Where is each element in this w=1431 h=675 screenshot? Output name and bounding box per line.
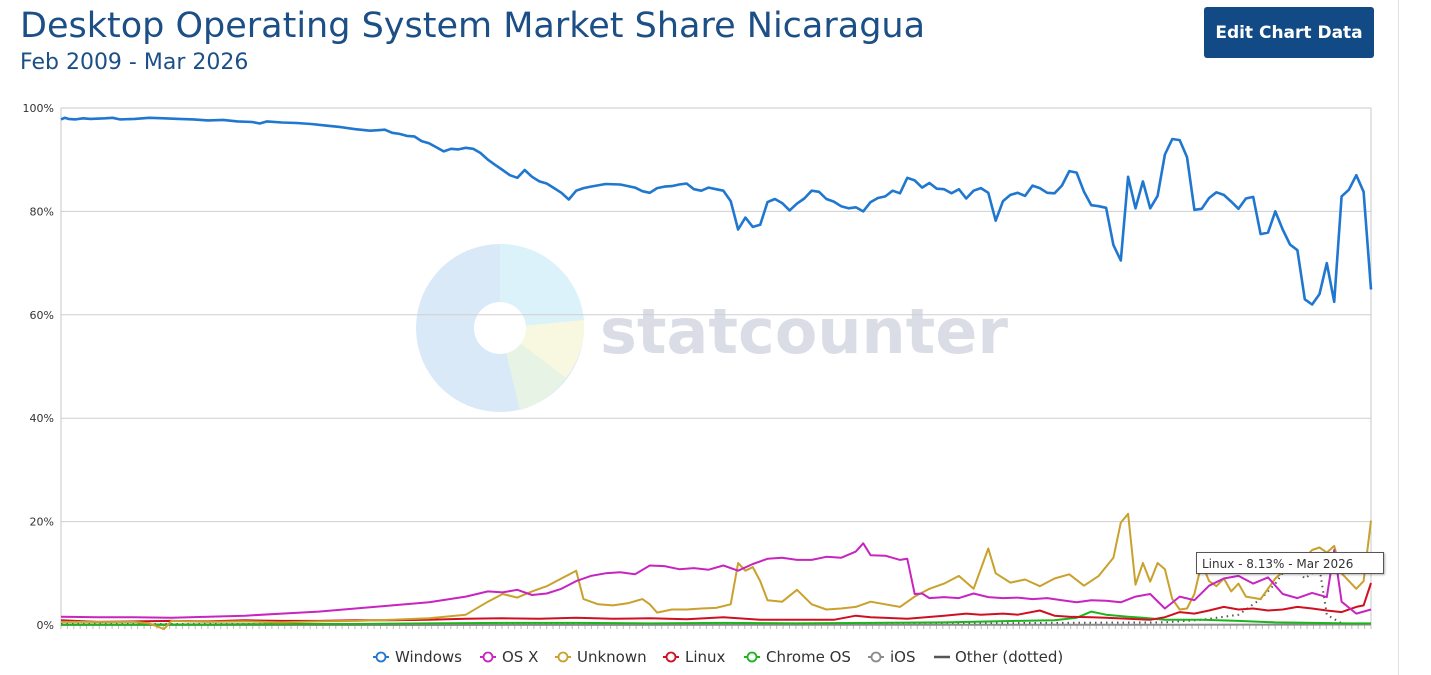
legend-item-other-dotted[interactable]: Other (dotted)	[934, 648, 1063, 666]
y-axis: 0% 20% 40% 60% 80% 100%	[23, 102, 54, 632]
watermark-pie-slice-a	[500, 243, 584, 328]
watermark-text: statcounter	[600, 295, 1008, 368]
legend-item-chrome-os[interactable]: Chrome OS	[744, 648, 851, 666]
series-lines	[60, 116, 1373, 631]
legend-item-ios[interactable]: iOS	[868, 648, 916, 666]
watermark-pie-slice-c	[500, 328, 566, 410]
hover-tooltip: Linux - 8.13% - Mar 2026	[1196, 552, 1384, 574]
watermark-pie-hole	[474, 302, 526, 354]
legend-label: OS X	[502, 648, 538, 666]
legend-marker-icon	[557, 651, 569, 663]
legend-item-linux[interactable]: Linux	[663, 648, 726, 666]
legend-label: Chrome OS	[766, 648, 851, 666]
legend-label: Linux	[685, 648, 726, 666]
series-line-other-dotted[interactable]	[61, 562, 1372, 625]
page-divider	[1398, 0, 1399, 675]
legend-marker-icon	[665, 651, 677, 663]
legend-item-unknown[interactable]: Unknown	[555, 648, 647, 666]
legend-marker-icon	[375, 651, 387, 663]
y-tick-label: 100%	[23, 102, 54, 115]
legend-item-os-x[interactable]: OS X	[480, 648, 538, 666]
legend-label: Other (dotted)	[955, 648, 1063, 666]
y-tick-label: 60%	[30, 309, 54, 322]
legend: Windows OS X Unknown Linux Chrome OS iOS Other…	[373, 648, 1063, 666]
legend-item-windows[interactable]: Windows	[373, 648, 462, 666]
y-tick-label: 40%	[30, 412, 54, 425]
series-line-os-x[interactable]	[60, 542, 1372, 619]
page-title: Desktop Operating System Market Share Ni…	[20, 6, 926, 46]
legend-label: Windows	[395, 648, 462, 666]
watermark-logo: statcounter	[416, 243, 1008, 412]
series-line-chrome-os[interactable]	[61, 610, 1371, 626]
y-tick-label: 80%	[30, 205, 54, 218]
legend-label: Unknown	[577, 648, 647, 666]
edit-chart-data-button[interactable]: Edit Chart Data	[1204, 7, 1374, 58]
y-tick-label: 20%	[30, 516, 54, 529]
legend-marker-icon	[870, 651, 882, 663]
series-line-windows[interactable]	[60, 116, 1373, 306]
legend-marker-icon	[746, 651, 758, 663]
y-tick-label: 0%	[37, 619, 54, 632]
legend-marker-icon	[482, 651, 494, 663]
series-line-unknown[interactable]	[61, 512, 1372, 631]
date-range-subtitle: Feb 2009 - Mar 2026	[20, 50, 249, 75]
y-gridlines	[61, 107, 1371, 523]
legend-label: iOS	[890, 648, 916, 666]
